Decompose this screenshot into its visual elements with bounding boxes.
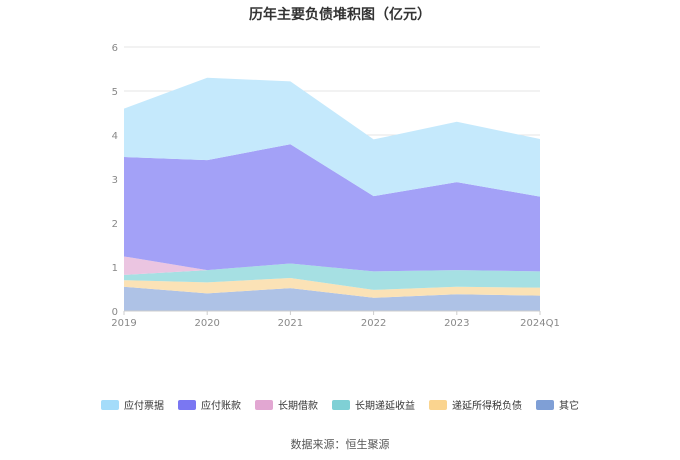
x-tick-label: 2022	[361, 318, 386, 329]
x-tick-label: 2023	[444, 318, 469, 329]
y-tick-label: 6	[112, 43, 118, 54]
y-axis-ticks: 0 1 2 3 4 5 6	[112, 43, 118, 318]
legend: 应付票据 应付账款 长期借款 长期递延收益 递延所得税负债 其它	[101, 399, 579, 412]
y-tick-label: 3	[112, 175, 118, 186]
x-tick-label: 2019	[111, 318, 136, 329]
legend-label: 应付票据	[124, 399, 164, 412]
chart-title: 历年主要负债堆积图（亿元）	[249, 7, 431, 23]
legend-item[interactable]: 长期借款	[255, 399, 318, 412]
area-series-递延所得税负债	[124, 278, 540, 298]
area-series-其它	[124, 286, 540, 311]
legend-item[interactable]: 应付账款	[178, 399, 241, 412]
legend-label: 其它	[559, 399, 579, 412]
legend-swatch	[101, 400, 119, 410]
area-series-应付账款	[124, 144, 540, 272]
y-tick-label: 2	[112, 219, 118, 230]
legend-swatch	[255, 400, 273, 410]
area-series-group	[124, 77, 540, 311]
legend-item[interactable]: 应付票据	[101, 399, 164, 412]
y-tick-label: 4	[112, 131, 118, 142]
legend-item[interactable]: 递延所得税负债	[429, 399, 522, 412]
legend-swatch	[536, 400, 554, 410]
x-tick-label: 2020	[194, 318, 219, 329]
legend-swatch	[429, 400, 447, 410]
area-series-长期递延收益	[124, 263, 540, 290]
legend-item[interactable]: 其它	[536, 399, 579, 412]
y-tick-label: 1	[112, 263, 118, 274]
x-tick-label: 2024Q1	[520, 318, 560, 329]
legend-label: 递延所得税负债	[452, 399, 522, 412]
x-tick-label: 2021	[278, 318, 303, 329]
legend-item[interactable]: 长期递延收益	[332, 399, 415, 412]
area-series-应付票据	[124, 77, 540, 197]
x-axis-ticks: 2019 2020 2021 2022 2023 2024Q1	[111, 311, 560, 329]
legend-label: 长期递延收益	[355, 399, 415, 412]
data-source-note: 数据来源：恒生聚源	[290, 438, 390, 451]
legend-swatch	[178, 400, 196, 410]
y-tick-label: 5	[112, 87, 118, 98]
y-tick-label: 0	[112, 307, 118, 318]
legend-label: 长期借款	[278, 399, 318, 412]
legend-label: 应付账款	[201, 399, 241, 412]
legend-swatch	[332, 400, 350, 410]
